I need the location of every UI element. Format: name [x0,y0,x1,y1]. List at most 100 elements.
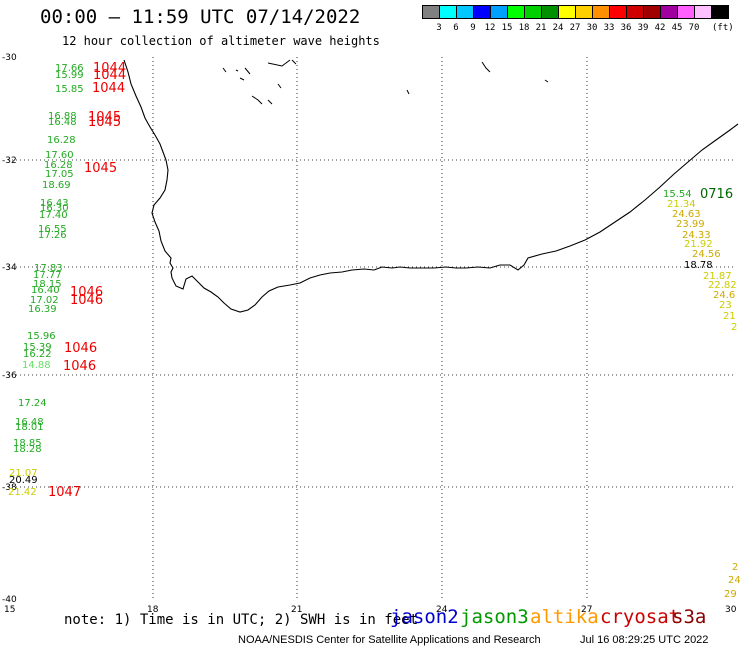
wave-height-value: 16.55 [38,224,67,235]
wave-height-value: 17.02 [30,295,59,306]
wave-height-value: 21.07 [9,468,38,479]
wave-height-value: 16.28 [47,135,76,146]
scale-label: 15 [501,23,513,33]
wave-height-value: 15.85 [55,84,84,95]
scale-label: 70 [688,23,700,33]
pass-time-label: 1047 [48,485,81,500]
wave-height-value: 21.42 [8,487,37,498]
scale-label: 39 [637,23,649,33]
wave-height-value: 15.39 [23,342,52,353]
wave-height-value: 14.88 [22,360,51,371]
wave-height-value: 18.15 [33,279,62,290]
scale-label: 12 [484,23,496,33]
pass-time-label: 1044 [93,61,126,76]
wave-height-value: 20.49 [9,475,38,486]
wave-height-value: 24.56 [692,249,721,260]
pass-time-label: 1044 [93,68,126,83]
satellite-legend-cryosat: cryosat [600,606,681,628]
wave-height-value: 24.33 [682,230,711,241]
wave-height-value: 16.30 [40,203,69,214]
scale-label: 33 [603,23,615,33]
scale-label: 45 [671,23,683,33]
pass-time-label: 0716 [700,187,733,202]
wave-height-value: 23 [719,300,732,311]
satellite-legend-s3a: s3a [672,606,707,628]
satellite-legend-altika: altika [530,606,599,628]
scale-label: 36 [620,23,632,33]
wave-height-value: 17.40 [39,210,68,221]
pass-time-label: 1046 [70,293,103,308]
wave-height-value: 16.28 [44,160,73,171]
pass-time-label: 1046 [64,341,97,356]
wave-height-value: 15.99 [55,70,84,81]
scale-label: 18 [518,23,530,33]
wave-height-value: 17.26 [38,230,67,241]
scale-label: 6 [453,23,459,33]
wave-height-value: 17.05 [45,169,74,180]
latitude-tick-label: -38 [2,483,17,493]
wave-height-value: 22.82 [708,280,737,291]
wave-height-value: 18.78 [684,260,713,271]
wave-height-value: 21 [723,311,736,322]
wave-height-value: 29 [724,589,737,600]
wave-height-value: 16.39 [28,304,57,315]
map-frame [8,57,736,599]
wave-height-value: 21.92 [684,239,713,250]
map-title: 00:00 – 11:59 UTC 07/14/2022 [40,6,361,28]
pass-time-label: 1045 [88,115,121,130]
wave-height-value: 17.24 [18,398,47,409]
satellite-legend-jason3: jason3 [460,606,529,628]
coastline [123,59,739,313]
wave-height-value: 17.60 [45,150,74,161]
latitude-tick-label: -34 [2,263,17,273]
wave-height-value: 24.63 [672,209,701,220]
pass-time-label: 1046 [63,359,96,374]
scale-label: 21 [535,23,547,33]
wave-height-value: 16.22 [23,349,52,360]
observation-labels: 17.6615.9915.8516.8816.4816.2817.6016.28… [8,61,740,600]
wave-height-value: 16.43 [40,198,69,209]
wave-height-value: 2 [732,562,738,573]
units-note: note: 1) Time is in UTC; 2) SWH is in fe… [64,612,419,628]
wave-height-value: 18.85 [13,438,42,449]
scale-label: 27 [569,23,581,33]
pass-time-label: 1045 [84,161,117,176]
wave-height-value: 24.6 [713,290,735,301]
longitude-tick-label: 30 [725,605,737,615]
wave-height-value: 18.28 [13,444,42,455]
wave-height-value: 23.99 [676,219,705,230]
wave-height-value: 21.87 [703,271,732,282]
longitude-tick-label: 27 [581,605,592,615]
latitude-tick-label: -32 [2,156,17,166]
wave-height-value: 16.48 [48,117,77,128]
wave-height-value: 18.01 [15,422,44,433]
pass-time-label: 1045 [88,110,121,125]
wave-height-value: 16.40 [31,285,60,296]
credit-text: NOAA/NESDIS Center for Satellite Applica… [238,634,541,646]
wave-height-value: 24 [728,575,740,586]
scale-label: 9 [470,23,476,33]
latitude-tick-label: -30 [2,53,17,63]
wave-height-value: 16.48 [15,417,44,428]
wave-height-value: 15.54 [663,189,692,200]
satellite-legend-jason2: jason2 [390,606,459,628]
longitude-tick-label: 18 [147,605,159,615]
wave-height-value: 17.77 [33,270,62,281]
scale-label: 30 [586,23,598,33]
pass-time-label: 1044 [92,81,125,96]
wave-height-value: 21.34 [667,199,696,210]
wave-height-value: 17.83 [34,263,63,274]
longitude-tick-label: 24 [436,605,448,615]
islands [222,59,549,105]
scale-label: 3 [436,23,442,33]
scale-unit: (ft) [712,23,734,33]
generation-timestamp: Jul 16 08:29:25 UTC 2022 [580,634,709,646]
scale-swatch [711,5,729,19]
pass-time-label: 1046 [70,285,103,300]
latitude-tick-label: -40 [2,595,17,605]
wave-height-value: 2 [731,322,737,333]
wave-height-value: 17.66 [55,63,84,74]
lat-lon-gridlines [8,57,736,599]
